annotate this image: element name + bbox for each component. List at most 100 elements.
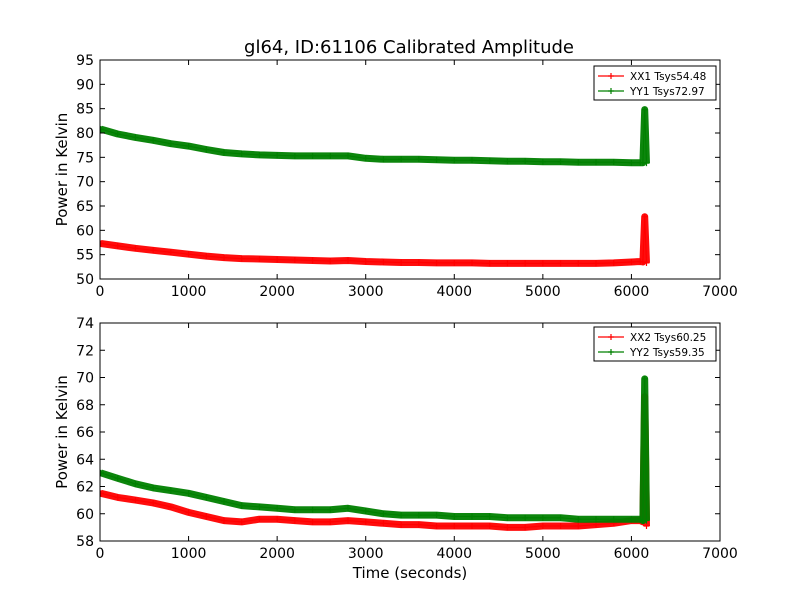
legend-box <box>593 326 717 362</box>
y-tick-label: 72 <box>76 343 94 359</box>
y-tick-label: 50 <box>76 272 94 288</box>
data-point <box>114 130 121 137</box>
data-point <box>539 260 546 267</box>
x-tick-label: 3000 <box>348 284 384 300</box>
data-point <box>256 256 263 263</box>
data-point <box>628 516 635 523</box>
series-2 <box>100 106 650 167</box>
x-tick-label: 3000 <box>348 546 384 562</box>
y-tick-label: 62 <box>76 480 94 496</box>
data-point <box>451 259 458 266</box>
y-tick-label: 65 <box>76 199 94 215</box>
data-point <box>380 156 387 163</box>
x-tick-label: 6000 <box>614 546 650 562</box>
data-point <box>451 513 458 520</box>
data-point <box>504 514 511 521</box>
x-tick-label: 1000 <box>171 284 207 300</box>
data-point <box>203 513 210 520</box>
plot-frame <box>99 59 721 280</box>
data-point <box>291 152 298 159</box>
data-point <box>100 126 104 133</box>
figure-title: gl64, ID:61106 Calibrated Amplitude <box>244 37 574 58</box>
x-tick-label: 7000 <box>702 546 738 562</box>
data-point <box>575 523 582 530</box>
data-point <box>628 159 635 166</box>
series-band <box>100 375 650 525</box>
data-point <box>327 518 334 525</box>
legend-label: YY2 Tsys59.35 <box>629 347 705 359</box>
legend-marker <box>608 334 614 340</box>
data-point <box>641 375 648 382</box>
data-point <box>100 240 104 247</box>
data-point <box>610 159 617 166</box>
data-point <box>539 514 546 521</box>
data-point <box>132 497 139 504</box>
data-point <box>274 516 281 523</box>
data-point <box>486 157 493 164</box>
data-point <box>433 259 440 266</box>
data-point <box>504 524 511 531</box>
data-point <box>185 251 192 258</box>
legend-label: XX2 Tsys60.25 <box>630 332 706 344</box>
data-point <box>238 255 245 262</box>
data-point <box>557 523 564 530</box>
data-point <box>522 158 529 165</box>
data-point <box>469 513 475 520</box>
data-point <box>362 508 369 515</box>
data-point <box>132 480 139 487</box>
data-point <box>398 521 405 528</box>
x-tick-label: 6000 <box>614 284 650 300</box>
data-point <box>291 506 298 513</box>
data-point <box>327 506 334 513</box>
data-point <box>291 517 298 524</box>
data-point <box>132 245 139 252</box>
x-tick-label: 7000 <box>702 284 738 300</box>
data-point <box>132 134 139 141</box>
series-band <box>100 393 650 531</box>
data-point <box>486 513 493 520</box>
data-point <box>256 503 263 510</box>
data-point <box>274 256 281 263</box>
data-point <box>221 517 227 524</box>
data-point <box>415 512 422 519</box>
data-point <box>539 158 546 165</box>
x-tick-label: 0 <box>96 284 105 300</box>
data-point <box>610 259 617 266</box>
y-axis-label: Power in Kelvin <box>53 375 71 489</box>
x-tick-label: 5000 <box>525 546 561 562</box>
data-point <box>238 150 245 157</box>
data-point <box>451 157 458 164</box>
data-point <box>557 158 564 165</box>
legend: XX2 Tsys60.25 YY2 Tsys59.35 <box>593 326 717 362</box>
data-point <box>639 258 646 265</box>
data-point <box>150 499 157 506</box>
data-point <box>362 155 369 162</box>
data-point <box>167 140 174 147</box>
data-point <box>575 159 582 166</box>
data-point <box>415 259 422 266</box>
data-point <box>274 505 281 512</box>
data-point <box>522 260 529 267</box>
data-point <box>637 516 644 523</box>
legend-marker <box>608 88 614 94</box>
y-tick-label: 64 <box>76 452 94 468</box>
x-axis-label: Time (seconds) <box>352 564 468 582</box>
data-point <box>433 156 440 163</box>
data-point <box>167 503 174 510</box>
data-point <box>522 524 529 531</box>
data-point <box>238 518 245 525</box>
legend-box <box>593 65 717 101</box>
data-point <box>327 152 334 159</box>
data-point <box>362 258 369 265</box>
data-point <box>557 514 564 521</box>
data-point <box>100 469 104 476</box>
series-line <box>100 378 648 522</box>
data-point <box>203 253 210 260</box>
y-tick-label: 85 <box>76 102 94 118</box>
series-band <box>100 213 650 267</box>
data-point <box>504 158 511 165</box>
y-tick-label: 55 <box>76 248 94 264</box>
data-point <box>557 260 564 267</box>
data-point <box>628 258 635 265</box>
data-point <box>309 257 316 264</box>
